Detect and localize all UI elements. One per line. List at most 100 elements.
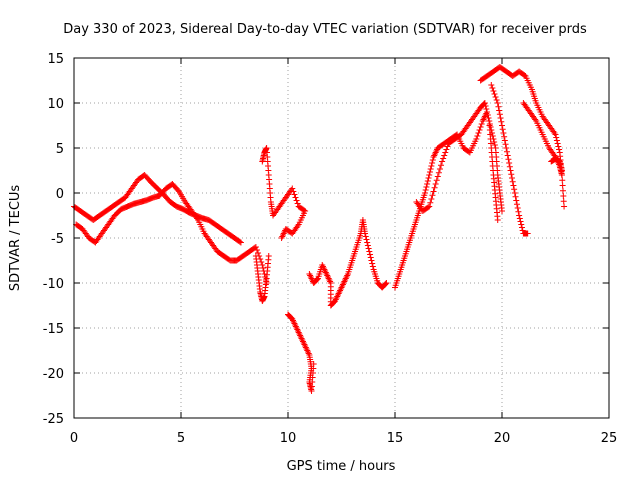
data-point-marker [497,115,504,121]
data-point-marker [259,262,266,268]
data-point-marker [310,361,317,367]
data-point-marker [426,203,433,210]
data-point-marker [426,169,433,175]
data-point-marker [430,188,437,195]
data-point-marker [488,82,495,88]
data-point-marker [511,186,518,193]
data-point-marker [491,91,498,97]
data-point-marker [369,263,376,270]
data-point-marker [367,251,374,258]
data-point-marker [518,224,525,231]
data-point-marker [509,178,516,185]
data-point-marker [369,260,376,267]
data-point-marker [553,137,560,144]
data-point-marker [510,182,517,189]
data-point-marker [507,167,514,174]
data-point-marker [490,88,497,94]
data-point-marker [561,203,568,210]
data-point-marker [428,196,435,202]
data-point-marker [363,236,370,243]
data-point-marker [483,106,490,112]
data-point-marker [265,253,272,259]
data-point-marker [491,142,498,148]
data-point-marker [552,131,559,138]
data-point-marker [474,133,481,139]
data-point-marker [429,160,436,166]
data-point-marker [289,185,296,192]
data-point-marker [435,169,442,176]
data-point-marker [482,103,489,109]
data-point-marker [518,221,525,228]
y-tick-label: 15 [47,52,64,67]
data-point-marker [432,181,439,187]
data-point-marker [434,173,441,180]
y-tick-label: 0 [56,187,64,202]
plot-frame [73,57,610,419]
y-tick-label: -25 [43,412,64,427]
data-point-marker [291,191,298,198]
data-point-marker [516,212,523,219]
data-point-marker [423,184,430,190]
data-point-marker [554,140,561,147]
data-point-marker [443,146,450,153]
data-point-marker [511,190,518,196]
y-tick-label: -15 [43,322,64,337]
data-point-marker [442,149,449,156]
data-point-marker [368,257,375,264]
data-point-marker [492,94,499,100]
data-point-marker [494,100,501,106]
data-point-marker [438,162,445,169]
data-point-marker [436,166,443,172]
data-point-marker [476,127,483,133]
x-tick-label: 15 [387,431,404,446]
data-point-marker [424,178,431,184]
x-tick-label: 20 [494,431,511,446]
data-point-marker [382,280,389,287]
data-point-marker [559,182,566,189]
data-point-marker [421,190,428,196]
data-point-marker [427,166,434,172]
data-point-marker [439,158,446,165]
tick-labels: 0 5 10 15 20 25 15 10 5 0 -5 -10 -15 -20 -25 [43,52,618,446]
data-point-marker [506,163,513,170]
data-point-marker [517,218,524,225]
data-point-marker [560,198,567,205]
data-point-marker [496,107,503,114]
data-point-marker [508,175,515,181]
data-point-marker [508,171,515,178]
data-point-marker [487,124,494,130]
data-point-marker [314,276,321,283]
data-point-marker [560,193,567,199]
data-point-marker [484,112,491,118]
data-point-marker [364,239,371,246]
data-point-marker [501,137,508,144]
y-tick-label: 5 [56,142,64,157]
data-point-marker [494,217,501,223]
data-point-marker [515,208,522,215]
data-point-marker [503,148,510,155]
data-point-marker [524,230,531,237]
y-tick-label: -5 [51,232,64,247]
data-point-marker [491,139,498,145]
data-point-marker [503,145,510,151]
data-point-marker [364,242,371,249]
data-point-marker [496,111,503,118]
data-point-marker [383,280,390,286]
y-axis-label: SDTVAR / TECUs [8,185,23,292]
data-point-marker [366,248,373,255]
data-point-marker [478,121,485,127]
data-point-marker [278,235,285,241]
data-point-marker [504,152,511,159]
data-point-marker [425,175,432,181]
data-point-marker [426,172,433,178]
x-tick-label: 5 [177,431,185,446]
data-point-marker [484,109,491,115]
data-point-marker [429,157,436,163]
data-point-marker [365,245,372,252]
data-point-marker [502,141,509,148]
data-point-marker [559,177,566,184]
data-point-marker [433,177,440,184]
data-point-marker [292,194,299,201]
data-point-marker [553,134,560,141]
